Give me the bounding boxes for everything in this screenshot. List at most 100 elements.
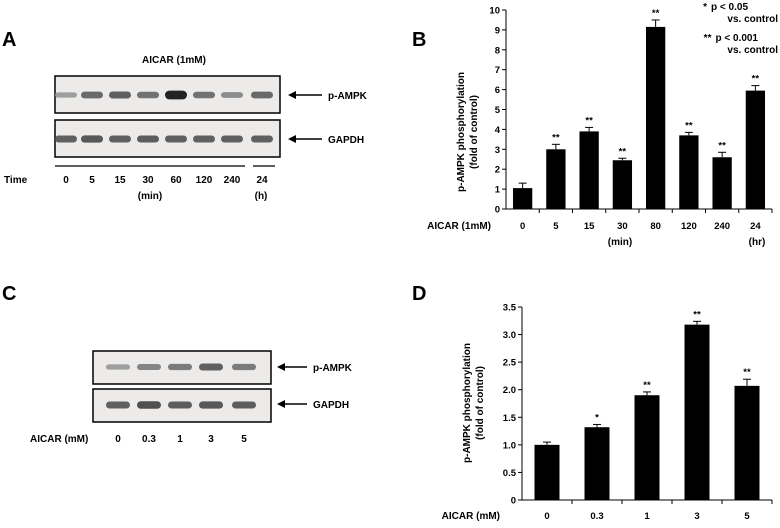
panel-letter-a: A <box>2 29 16 51</box>
blot-a-p-ampk-band <box>81 91 103 99</box>
chart-d-y-tick-label: 2.5 <box>503 358 517 369</box>
chart-b-y-tick-label: 10 <box>489 6 500 17</box>
chart-b-ylabel2: (fold of control) <box>469 95 480 169</box>
blot-c-gapdh-band <box>168 401 192 409</box>
arrowhead-a-p-ampk <box>288 91 296 99</box>
blot-a-gapdh-band <box>193 135 215 143</box>
blot-c-p-ampk-band <box>106 364 130 370</box>
chart-b-significance-marker: ** <box>685 120 693 131</box>
chart-b-y-tick-label: 4 <box>495 125 501 136</box>
chart-d-xlabel: AICAR (mM) <box>442 511 500 522</box>
chart-b-xlabel: AICAR (1mM) <box>427 221 491 232</box>
chart-b-category-label: 120 <box>681 221 697 232</box>
blot-a-lane-label: 120 <box>196 175 213 186</box>
chart-d-category-label: 0 <box>544 511 549 522</box>
chart-d-y-tick-label: 1.0 <box>503 440 516 451</box>
blot-a-title: AICAR (1mM) <box>142 55 206 66</box>
chart-d-significance-marker: ** <box>643 380 651 391</box>
chart-d-significance-marker: * <box>595 412 599 423</box>
blot-a-p-ampk-band <box>109 91 131 99</box>
chart-d-category-label: 5 <box>744 511 750 522</box>
chart-b-y-tick-label: 6 <box>495 85 500 96</box>
blot-a-gapdh-band <box>55 135 77 143</box>
blot-c-lane-label: 0 <box>115 434 121 445</box>
chart-d: p-AMPK phosphorylation (fold of control)… <box>442 303 773 522</box>
blot-c-p-ampk-band <box>199 363 223 371</box>
blot-a-p-ampk-band <box>55 92 77 98</box>
blot-a-unit-min: (min) <box>138 191 162 202</box>
band-label-c-gapdh: GAPDH <box>313 400 349 411</box>
chart-b: * p < 0.05 vs. control ** p < 0.001 vs. co… <box>427 2 778 248</box>
chart-d-bar <box>684 324 710 500</box>
band-label-c-p-ampk: p-AMPK <box>313 363 353 374</box>
chart-b-category-label: 0 <box>520 221 525 232</box>
chart-b-y-tick-label: 9 <box>495 25 500 36</box>
blot-a-lane-label: 60 <box>170 175 182 186</box>
blot-a-gapdh-band <box>165 135 187 143</box>
chart-d-significance-marker: ** <box>743 367 751 378</box>
blot-c-gapdh-band <box>232 401 256 409</box>
blot-a-gapdh-band <box>81 135 103 143</box>
blot-c-p-ampk-band <box>168 363 192 371</box>
chart-d-category-label: 1 <box>644 511 650 522</box>
blot-a-lane-label: 15 <box>114 175 126 186</box>
blot-a-gapdh-band <box>109 135 131 143</box>
chart-b-bar <box>579 131 599 209</box>
chart-b-bar <box>679 135 699 209</box>
blot-a-p-ampk-band <box>137 91 159 99</box>
panel-letter-b: B <box>412 29 426 51</box>
blot-c-lane-label: 0.3 <box>142 434 156 445</box>
chart-d-y-tick-label: 3.0 <box>503 330 516 341</box>
blot-a-gapdh-band <box>251 135 273 143</box>
blot-c-gapdh-band <box>199 401 223 409</box>
blot-c-lane-label: 3 <box>208 434 214 445</box>
blot-a-p-ampk-band <box>193 91 215 99</box>
blot-c-lane-label: 5 <box>241 434 247 445</box>
chart-b-bar <box>745 90 766 209</box>
chart-d-y-tick-label: 2.0 <box>503 385 516 396</box>
chart-d-y-tick-label: 0 <box>511 496 516 507</box>
chart-b-y-tick-label: 8 <box>495 45 500 56</box>
chart-b-bar <box>712 157 732 209</box>
chart-d-y-tick-label: 3.5 <box>503 303 517 314</box>
legend-b-entry-2: ** p < 0.001 <box>704 33 759 44</box>
chart-b-significance-marker: ** <box>585 115 593 126</box>
panel-c-blot: p-AMPK GAPDH AICAR (mM) 0 0.3 1 3 5 <box>30 350 353 445</box>
chart-b-category-label: 30 <box>617 221 628 232</box>
blot-a-lane-label: 240 <box>224 175 241 186</box>
chart-b-ylabel: p-AMPK phosphorylation <box>456 72 467 192</box>
panel-a-blot: AICAR (1mM) p-AMPK GAPDH Time 0 5 15 30 60 12… <box>4 55 368 202</box>
chart-b-significance-marker: ** <box>718 140 726 151</box>
chart-b-y-tick-label: 5 <box>495 105 501 116</box>
arrowhead-a-gapdh <box>288 135 296 143</box>
legend-b-entry-2-marker: ** <box>704 33 712 44</box>
blot-a-p-ampk-band <box>251 91 273 99</box>
chart-b-category-label: 24 <box>750 221 761 232</box>
blot-a-gapdh-band <box>137 135 159 143</box>
blot-a-unit-h: (h) <box>255 191 268 202</box>
blot-a-lane-label: 24 <box>256 175 268 186</box>
chart-d-category-label: 0.3 <box>590 511 603 522</box>
chart-b-significance-marker: ** <box>619 146 627 157</box>
chart-b-significance-marker: ** <box>652 8 660 19</box>
blot-c-gapdh-band <box>106 401 130 409</box>
chart-d-y-tick-label: 1.5 <box>503 413 517 424</box>
chart-d-ylabel: p-AMPK phosphorylation <box>462 343 473 463</box>
chart-b-y-tick-label: 7 <box>495 65 500 76</box>
chart-b-y-tick-label: 1 <box>495 185 501 196</box>
chart-b-unit-hr: (hr) <box>749 237 766 248</box>
blot-a-gapdh-band <box>221 135 243 143</box>
chart-b-significance-marker: ** <box>552 132 560 143</box>
chart-b-y-tick-label: 3 <box>495 145 500 156</box>
chart-b-y-tick-label: 0 <box>495 205 500 216</box>
chart-b-category-label: 5 <box>553 221 559 232</box>
chart-d-category-label: 3 <box>694 511 699 522</box>
blot-a-p-ampk-band <box>221 92 243 98</box>
legend-b-entry-1-text2: vs. control <box>727 14 778 25</box>
blot-a-lane-label: 5 <box>89 175 95 186</box>
chart-b-unit-min: (min) <box>608 237 632 248</box>
band-label-a-gapdh: GAPDH <box>328 135 364 146</box>
chart-d-bar <box>734 385 760 500</box>
blot-a-p-ampk-band <box>165 90 187 100</box>
